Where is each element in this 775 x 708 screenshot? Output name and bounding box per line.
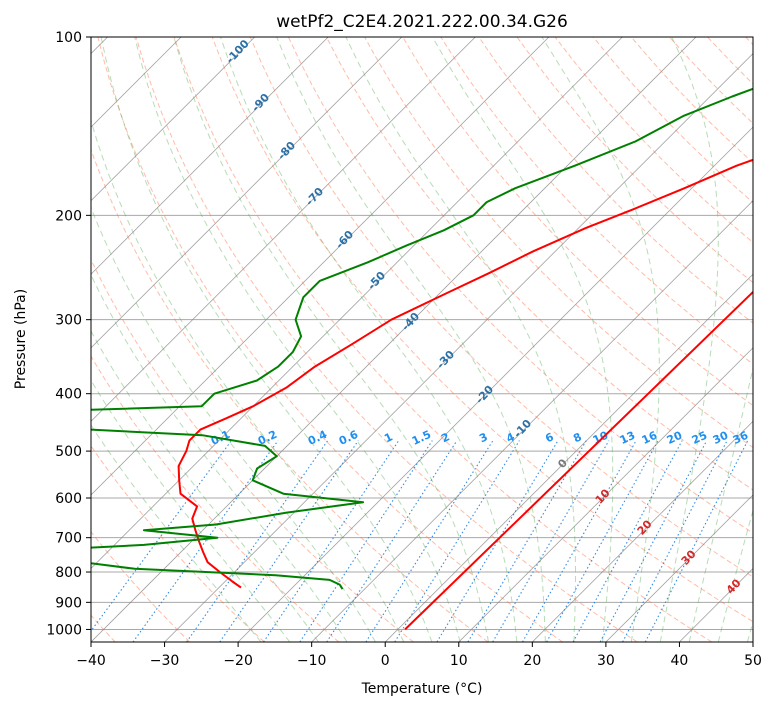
plot-frame	[90, 36, 754, 643]
dry-adiabat-line	[91, 445, 265, 642]
x-tick-label: −10	[297, 653, 327, 669]
mixing-ratio-label: 10	[591, 429, 611, 447]
dry-adiabat-line	[516, 37, 753, 284]
moist-adiabat-line	[100, 37, 433, 642]
x-tick-label: 10	[450, 653, 468, 669]
x-axis-label: Temperature (°C)	[361, 681, 483, 697]
mixing-ratio-label: 16	[640, 429, 660, 447]
isotherm-line	[605, 494, 753, 642]
y-axis: 100 200 300 400 500 600 700 800 900 1000	[46, 30, 91, 638]
mixing-ratio-line	[91, 440, 232, 632]
dry-adiabat-line	[173, 37, 713, 642]
x-tick-label: −30	[150, 653, 180, 669]
y-tick-label: 400	[55, 387, 82, 403]
y-tick-label: 500	[55, 444, 82, 460]
mixing-ratio-line	[644, 440, 749, 642]
y-tick-label: 700	[55, 531, 82, 547]
moist-adiabat-line	[432, 37, 614, 642]
moist-adiabat-line	[91, 206, 376, 642]
moist-adiabat-line	[345, 37, 576, 642]
moist-adiabat-line	[220, 37, 518, 642]
mixing-ratio-label: 20	[665, 429, 685, 447]
dry-adiabat-line	[91, 148, 489, 642]
isotherm-line	[91, 37, 476, 422]
y-tick-label: 300	[55, 313, 82, 329]
dry-adiabat-line	[91, 355, 340, 642]
x-tick-label: 40	[671, 653, 689, 669]
moist-adiabat-line	[91, 118, 405, 642]
dry-adiabat-line	[91, 531, 191, 642]
isotherm-line	[458, 347, 753, 642]
mixing-ratio-label: 30	[711, 429, 731, 447]
x-tick-label: 0	[381, 653, 390, 669]
mixing-ratio-line	[219, 440, 359, 642]
x-axis: −40 −30 −20 −10 0 10 20 30 40 50	[76, 642, 762, 669]
mixing-ratio-line	[299, 440, 433, 642]
dry-adiabat-line	[211, 37, 753, 623]
moist-adiabat-line	[91, 330, 319, 642]
mixing-ratio-line	[492, 440, 610, 642]
mixing-ratio-label: 25	[690, 429, 709, 447]
dry-adiabat-line	[91, 258, 414, 642]
isotherm-line	[237, 126, 753, 642]
mixing-ratio-line	[132, 440, 279, 642]
dry-adiabat-line	[97, 37, 563, 642]
mixing-ratio-line	[186, 440, 329, 642]
y-tick-label: 600	[55, 491, 82, 507]
isotherm-line	[311, 200, 753, 642]
isotherm-line	[91, 37, 623, 569]
isotherm-line	[384, 273, 753, 642]
moist-adiabat-line	[717, 508, 753, 642]
chart-title: wetPf2_C2E4.2021.222.00.34.G26	[276, 12, 568, 32]
dry-adiabat-line	[249, 37, 753, 578]
x-tick-label: 20	[523, 653, 541, 669]
moist-adiabat-line	[688, 365, 753, 642]
isotherm-line	[91, 37, 403, 349]
mixing-ratio-line	[263, 440, 400, 642]
moist-adiabat-line	[134, 37, 461, 642]
dry-adiabat-line	[326, 37, 753, 491]
moist-adiabat-line	[91, 273, 348, 642]
x-tick-label: 30	[597, 653, 615, 669]
dewpoint-profile-line	[91, 87, 753, 590]
mixing-ratio-label: 13	[618, 429, 637, 447]
moist-adiabat-line	[91, 424, 262, 642]
moist-adiabat-line	[173, 37, 489, 642]
y-axis-label: Pressure (hPa)	[13, 289, 29, 389]
y-tick-label: 800	[55, 565, 82, 581]
isotherm-line	[532, 420, 753, 642]
y-tick-label: 100	[55, 30, 82, 46]
x-tick-label: −20	[223, 653, 253, 669]
isotherm-line	[91, 37, 550, 496]
mixing-ratio-line	[467, 440, 587, 642]
x-tick-label: 50	[744, 653, 762, 669]
mixing-ratio-line	[622, 440, 728, 642]
isotherm-line	[91, 37, 255, 202]
y-tick-label: 900	[55, 595, 82, 611]
mixing-ratio-label: 36	[731, 429, 751, 447]
y-tick-label: 200	[55, 208, 82, 224]
mixing-ratio-line	[522, 440, 637, 642]
moist-adiabat-line	[541, 37, 660, 642]
plot-area: 0.1 0.2 0.4 0.6 1 1.5 2 3 4 6 8 10 13 16 20 25 30 36-100-…	[91, 37, 753, 642]
mixing-ratio-line	[394, 440, 520, 642]
isotherm-line	[91, 37, 329, 275]
x-tick-label: −40	[76, 653, 106, 669]
isotherm-line	[164, 53, 753, 642]
moist-adiabat-line	[659, 37, 719, 642]
dry-adiabat-line	[135, 37, 638, 642]
dry-adiabat-line	[402, 37, 753, 407]
y-tick-label: 1000	[46, 622, 82, 638]
moist-adiabat-line	[91, 379, 291, 642]
dry-adiabat-line	[478, 37, 753, 324]
moist-adiabat-line	[276, 37, 546, 642]
